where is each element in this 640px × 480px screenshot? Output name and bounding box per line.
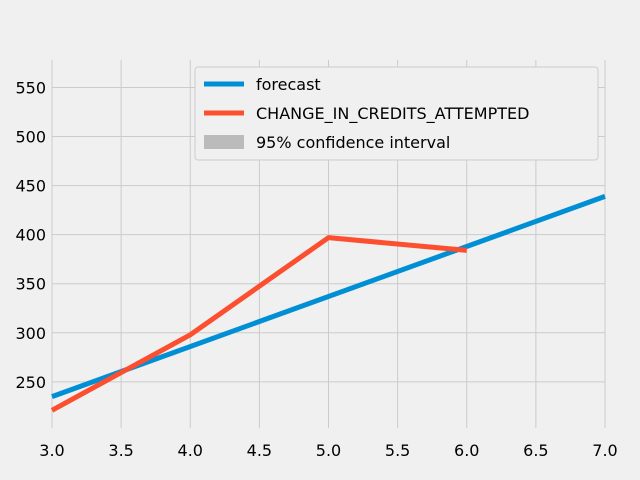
- x-tick-label: 4.5: [247, 441, 272, 460]
- legend: forecast CHANGE_IN_CREDITS_ATTEMPTED 95%…: [194, 66, 599, 161]
- legend-box: [194, 66, 599, 161]
- legend-label-confidence-interval: 95% confidence interval: [256, 133, 450, 152]
- y-axis-tick-labels: 250 300 350 400 450 500 550: [15, 78, 46, 391]
- y-tick-label: 350: [15, 275, 46, 294]
- legend-swatch-confidence-interval: [204, 135, 244, 149]
- y-tick-label: 400: [15, 226, 46, 245]
- x-tick-label: 5.5: [385, 441, 410, 460]
- x-tick-label: 6.5: [523, 441, 548, 460]
- y-tick-label: 550: [15, 78, 46, 97]
- x-tick-label: 3.5: [108, 441, 133, 460]
- y-tick-label: 450: [15, 177, 46, 196]
- y-tick-label: 300: [15, 324, 46, 343]
- x-tick-label: 5.0: [316, 441, 341, 460]
- x-tick-label: 6.0: [454, 441, 479, 460]
- series-line-forecast: [51, 194, 606, 399]
- legend-label-forecast: forecast: [256, 75, 321, 94]
- x-tick-label: 4.0: [178, 441, 203, 460]
- y-tick-label: 500: [15, 128, 46, 147]
- legend-label-change-in-credits-attempted: CHANGE_IN_CREDITS_ATTEMPTED: [256, 104, 529, 124]
- series-group: [50, 194, 606, 413]
- x-tick-label: 3.0: [39, 441, 64, 460]
- series-line-change-in-credits-attempted: [50, 235, 467, 413]
- y-tick-label: 250: [15, 373, 46, 392]
- x-axis-tick-labels: 3.0 3.5 4.0 4.5 5.0 5.5 6.0 6.5 7.0: [39, 441, 617, 460]
- x-tick-label: 7.0: [592, 441, 617, 460]
